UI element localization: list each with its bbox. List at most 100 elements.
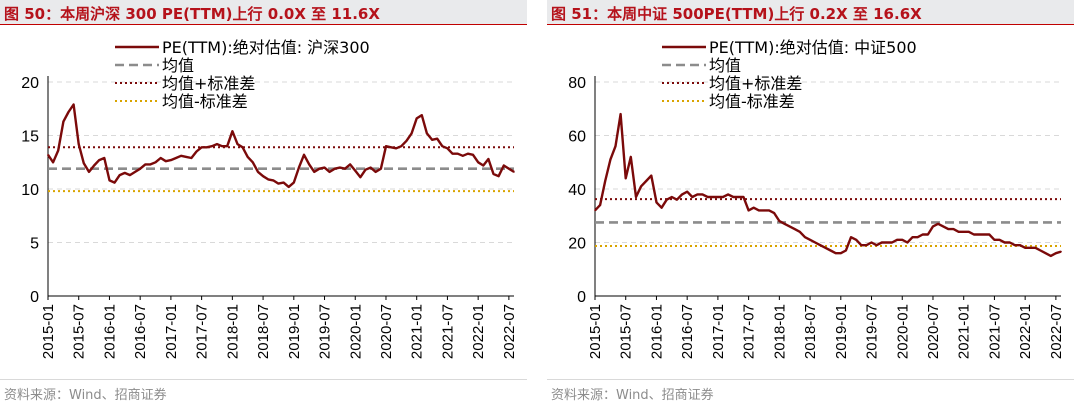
y-tick-label: 40: [568, 182, 586, 199]
x-tick-label: 2016-01: [101, 304, 118, 359]
data-point: [804, 236, 806, 238]
data-point: [834, 252, 837, 254]
data-point: [190, 157, 193, 159]
data-point: [57, 149, 59, 152]
x-tick-label: 2018-01: [224, 304, 241, 359]
x-tick-label: 2020-07: [925, 304, 942, 359]
data-point: [374, 171, 377, 173]
data-point: [400, 145, 403, 147]
data-point: [472, 154, 474, 156]
data-point: [175, 157, 177, 159]
data-point: [911, 236, 914, 238]
data-point: [957, 231, 960, 233]
source-divider: [547, 379, 1074, 380]
data-point: [426, 132, 428, 135]
data-point: [665, 198, 668, 201]
chart-title: 图 50：本周沪深 300 PE(TTM)上行 0.0X 至 11.6X: [4, 5, 380, 23]
x-tick-label: 2017-01: [163, 304, 180, 359]
data-point: [640, 185, 642, 188]
data-point: [369, 166, 372, 169]
data-point: [978, 233, 980, 236]
x-tick-label: 2018-01: [771, 304, 788, 359]
data-point: [410, 132, 413, 135]
data-point: [983, 233, 985, 236]
data-point: [231, 130, 234, 132]
data-point: [1044, 252, 1047, 254]
data-point: [722, 196, 724, 198]
data-point: [421, 114, 423, 116]
data-point: [998, 239, 1001, 241]
legend-label: 均值-标准差: [709, 92, 795, 111]
data-point: [886, 241, 888, 244]
data-point: [1055, 252, 1057, 254]
data-point: [881, 241, 883, 244]
data-point: [477, 161, 480, 164]
data-point: [88, 171, 90, 173]
data-point: [737, 196, 740, 198]
x-tick-label: 2019-07: [317, 304, 334, 359]
data-point: [113, 181, 116, 184]
data-point: [845, 249, 847, 252]
data-point: [947, 228, 950, 230]
data-point: [205, 146, 208, 149]
data-point: [441, 145, 444, 147]
data-point: [144, 163, 147, 166]
data-point: [829, 249, 832, 252]
data-point: [180, 155, 182, 157]
data-point: [287, 186, 290, 188]
data-point: [359, 176, 362, 178]
chart-source: 资料来源：Wind、招商证券: [4, 388, 167, 403]
legend-item: 均值-标准差: [115, 92, 248, 111]
data-point: [308, 163, 311, 166]
data-point: [354, 170, 357, 172]
data-point: [763, 209, 765, 212]
data-point: [993, 239, 996, 241]
y-tick-label: 0: [577, 289, 586, 306]
data-point: [988, 233, 991, 236]
data-point: [717, 196, 719, 198]
x-tick-label: 2016-01: [648, 304, 665, 359]
y-tick-label: 80: [568, 75, 586, 92]
legend-item: PE(TTM):绝对估值: 中证500: [662, 38, 917, 57]
data-point: [170, 159, 172, 161]
data-point: [318, 167, 321, 170]
data-point: [686, 190, 688, 193]
data-point: [149, 163, 152, 166]
legend-label: 均值+标准差: [709, 74, 802, 93]
data-point: [850, 236, 852, 238]
data-point: [195, 150, 198, 153]
data-point: [635, 196, 637, 198]
data-point: [860, 244, 863, 246]
data-point: [1024, 247, 1026, 249]
data-point: [768, 209, 770, 212]
data-point: [415, 117, 418, 120]
data-point: [456, 152, 459, 155]
data-point: [1003, 241, 1006, 244]
data-point: [221, 145, 223, 147]
data-point: [446, 147, 449, 150]
data-point: [492, 173, 495, 175]
data-point: [395, 147, 398, 150]
x-tick-label: 2022-07: [1048, 304, 1065, 359]
data-point: [624, 177, 627, 180]
legend-item: 均值+标准差: [662, 74, 802, 93]
legend-label: 均值+标准差: [162, 74, 255, 93]
data-point: [467, 152, 469, 155]
legend-item: 均值-标准差: [662, 92, 795, 111]
data-point: [344, 167, 346, 170]
x-tick-label: 2020-01: [894, 304, 911, 359]
data-point: [83, 162, 85, 165]
source-divider: [0, 379, 527, 380]
data-point: [645, 180, 647, 182]
data-point: [788, 225, 791, 228]
legend-item: 均值: [662, 56, 741, 75]
data-point: [159, 157, 162, 159]
data-point: [118, 174, 121, 176]
chart-source: 资料来源：Wind、招商证券: [551, 388, 714, 403]
x-tick-label: 2016-07: [132, 304, 149, 359]
legend-item: 均值: [115, 56, 194, 75]
x-tick-label: 2022-01: [470, 304, 487, 359]
x-tick-label: 2015-07: [71, 304, 88, 359]
data-point: [799, 231, 801, 233]
data-point: [691, 196, 694, 198]
